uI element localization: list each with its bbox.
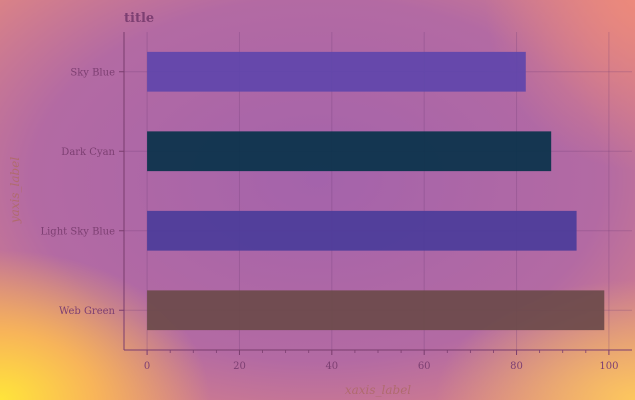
bar-web-green: [147, 290, 605, 331]
y-tick-label: Light Sky Blue: [40, 226, 115, 237]
x-tick-label: 20: [233, 361, 246, 372]
y-tick-label: Web Green: [59, 306, 116, 317]
x-tick-label: 60: [418, 361, 431, 372]
y-axis-ticks: Web Green Light Sky Blue Dark Cyan Sky Blue: [40, 67, 124, 317]
x-axis-ticks: 0 20 40 60 80 100: [144, 350, 618, 372]
bar-sky-blue: [147, 51, 526, 92]
x-axis-title: xaxis_label: [345, 383, 411, 397]
chart-title: title: [124, 11, 154, 26]
bar-dark-cyan: [147, 131, 552, 172]
x-tick-label: 100: [599, 361, 618, 372]
y-tick-label: Sky Blue: [70, 67, 115, 78]
bars: [147, 51, 605, 331]
x-tick-label: 80: [510, 361, 523, 372]
y-axis-title: yaxis_label: [8, 157, 22, 224]
y-tick-label: Dark Cyan: [61, 147, 115, 158]
bar-light-sky-blue: [147, 210, 577, 251]
x-tick-label: 0: [144, 361, 150, 372]
x-tick-label: 40: [325, 361, 338, 372]
